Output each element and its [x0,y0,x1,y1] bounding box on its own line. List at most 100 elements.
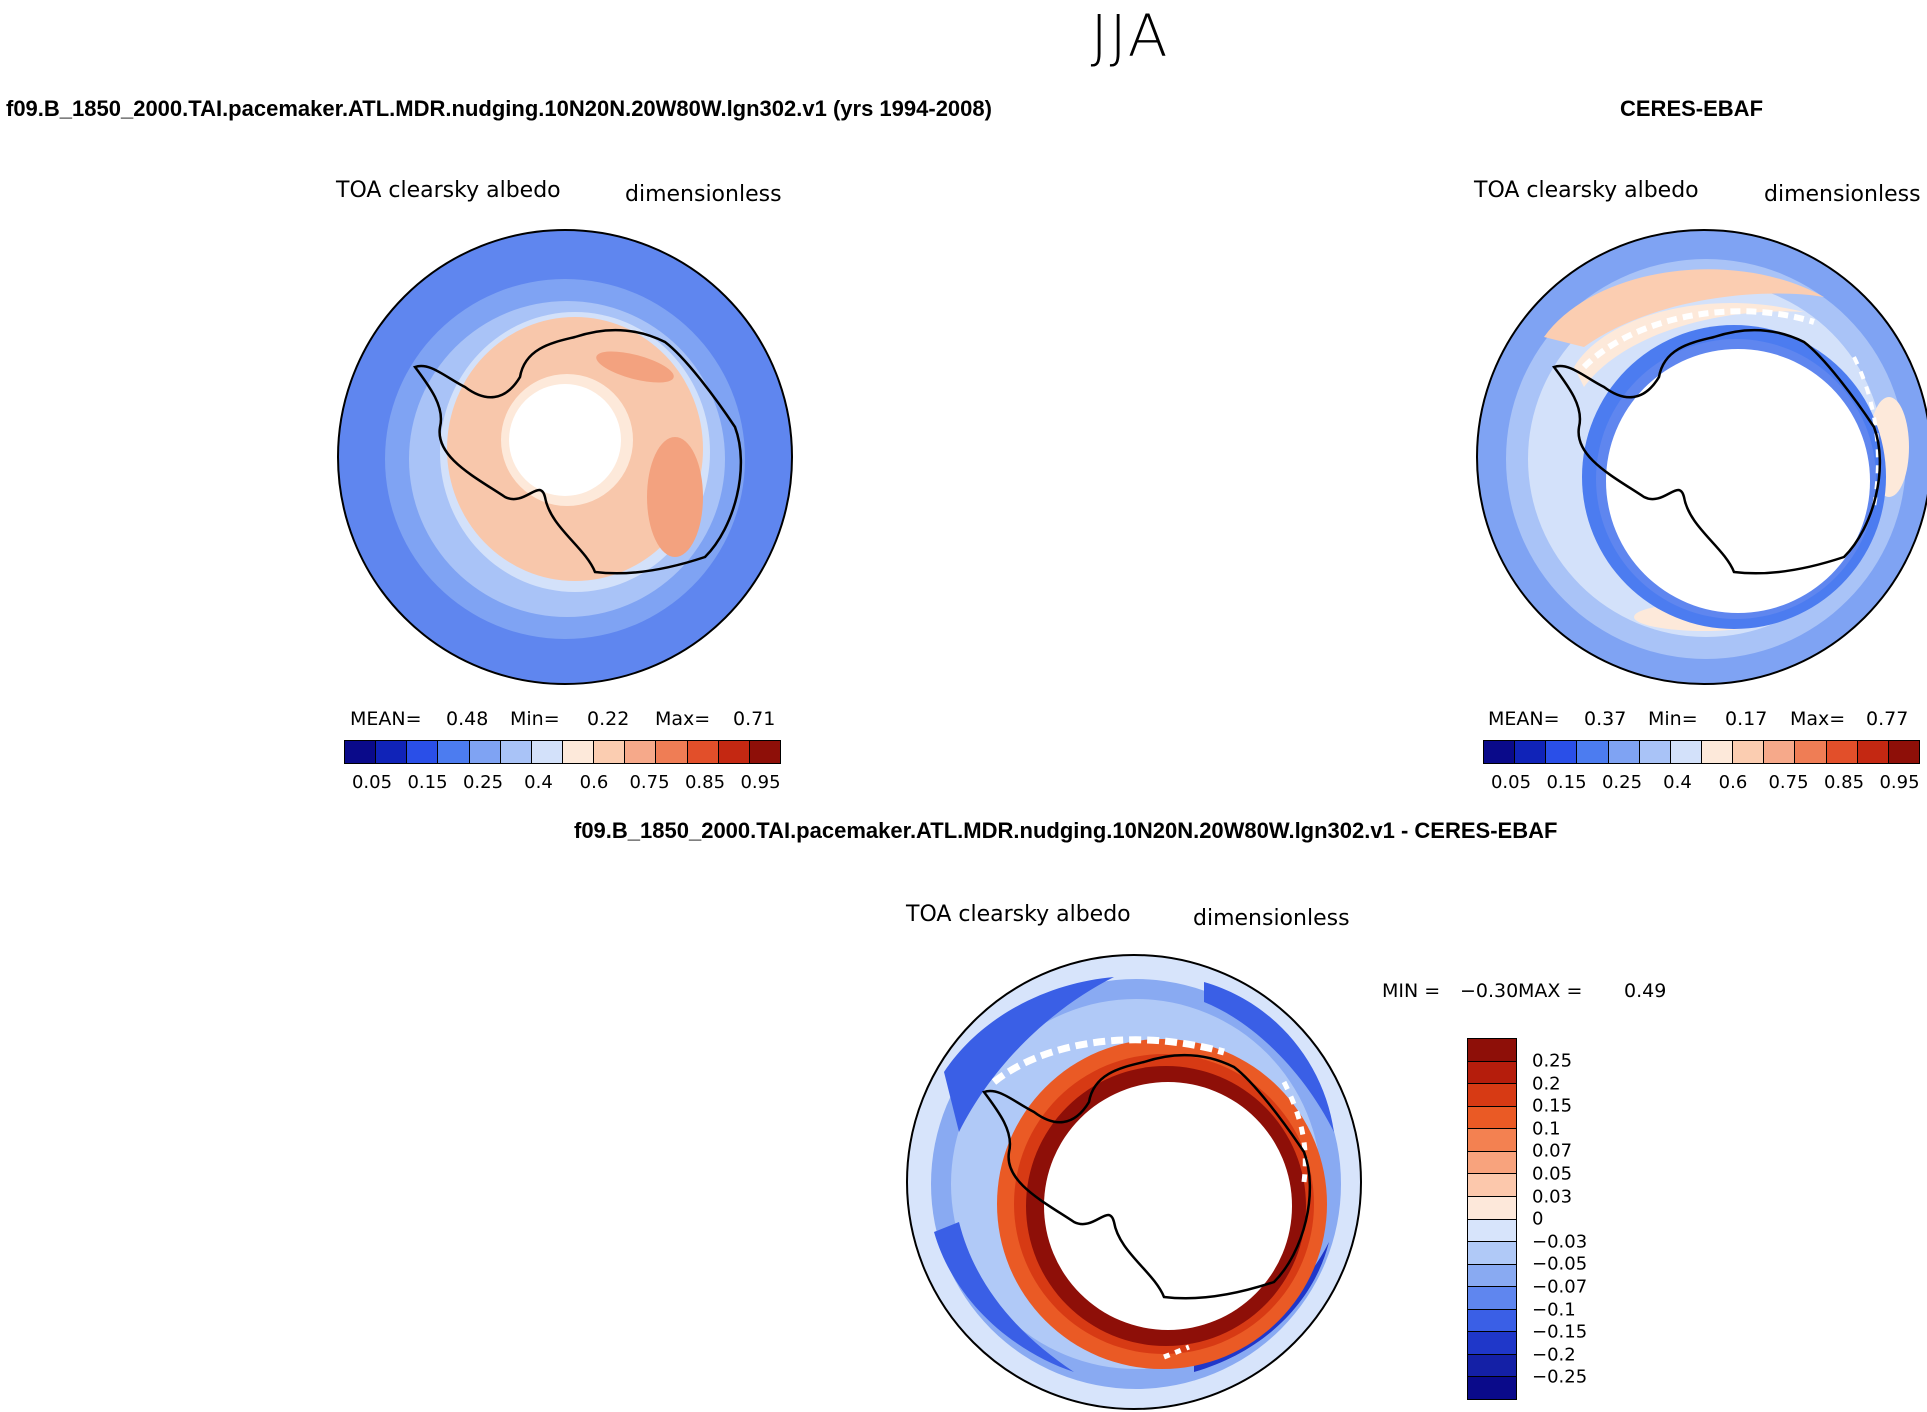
colorbar-swatch [345,741,377,763]
model-units-label: dimensionless [625,182,782,207]
model-variable-label: TOA clearsky albedo [336,178,561,203]
model-colorbar [344,740,781,764]
colorbar-tick-label: −0.03 [1532,1231,1588,1253]
diff-polar-map [906,954,1362,1410]
colorbar-tick-label: 0.95 [740,772,781,793]
colorbar-swatch [687,741,719,763]
colorbar-swatch [749,741,780,763]
model-antarctica-coastline [412,328,743,575]
colorbar-swatch [1733,741,1765,763]
colorbar-tick-label: 0.85 [684,772,726,793]
colorbar-tick-label: 0.75 [629,772,670,793]
colorbar-tick-label: 0.4 [524,772,553,793]
colorbar-tick-label: 0.2 [1532,1073,1561,1095]
colorbar-tick-label: −0.07 [1532,1276,1588,1298]
colorbar-swatch [1468,1084,1516,1107]
diff-antarctica-coastline [981,1053,1312,1300]
colorbar-tick-label: 0.75 [1768,772,1809,793]
colorbar-swatch [1826,741,1858,763]
colorbar-swatch [718,741,750,763]
colorbar-swatch [376,741,408,763]
colorbar-swatch [1468,1151,1516,1175]
colorbar-tick-label: 0.6 [579,772,609,793]
obs-mean-label: MEAN= [1488,708,1560,730]
model-mean-label: MEAN= [350,708,422,730]
colorbar-swatch [594,741,626,763]
colorbar-swatch [1468,1287,1516,1310]
obs-variable-label: TOA clearsky albedo [1474,178,1699,203]
diff-variable-label: TOA clearsky albedo [906,902,1131,927]
colorbar-swatch [1468,1174,1516,1197]
colorbar-swatch [1468,1332,1516,1355]
model-panel-header: f09.B_1850_2000.TAI.pacemaker.ATL.MDR.nu… [6,96,992,121]
colorbar-swatch [1468,1219,1516,1243]
obs-min-label: Min= [1648,708,1698,730]
colorbar-tick-label: 0.85 [1823,772,1865,793]
colorbar-swatch [1468,1242,1516,1265]
colorbar-swatch [1468,1309,1516,1333]
colorbar-swatch [1701,741,1734,763]
colorbar-swatch [1468,1129,1516,1152]
diff-units-label: dimensionless [1193,906,1350,931]
colorbar-swatch [1670,741,1702,763]
colorbar-swatch [407,741,439,763]
colorbar-swatch [500,741,532,763]
obs-mean-value: 0.37 [1584,708,1627,730]
colorbar-swatch [1468,1061,1516,1085]
colorbar-tick-label: 0.05 [1532,1163,1573,1185]
model-min-label: Min= [510,708,560,730]
obs-min-value: 0.17 [1725,708,1768,730]
colorbar-swatch [1639,741,1671,763]
colorbar-swatch [1857,741,1889,763]
colorbar-tick-label: −0.05 [1532,1253,1588,1275]
colorbar-swatch [1795,741,1827,763]
colorbar-swatch [1888,741,1919,763]
obs-polar-hole [1606,349,1870,613]
colorbar-tick-label: 0.05 [351,772,393,793]
diff-colorbar [1467,1038,1517,1400]
diff-max-value: 0.49 [1624,980,1667,1002]
obs-polar-map [1476,229,1927,685]
model-polar-map [337,229,793,685]
colorbar-tick-label: 0.05 [1490,772,1532,793]
colorbar-swatch [1468,1106,1516,1130]
colorbar-swatch [1468,1377,1516,1399]
colorbar-swatch [656,741,688,763]
colorbar-tick-label: 0.25 [1532,1050,1573,1072]
diff-min-label: MIN = [1382,980,1441,1002]
diff-min-value: −0.30 [1460,980,1519,1002]
model-min-value: 0.22 [587,708,630,730]
diff-max-label: MAX = [1518,980,1583,1002]
colorbar-swatch [1515,741,1547,763]
colorbar-swatch [531,741,563,763]
obs-max-value: 0.77 [1866,708,1909,730]
model-max-label: Max= [655,708,711,730]
colorbar-tick-label: 0.1 [1532,1118,1561,1140]
colorbar-tick-label: 0 [1532,1208,1544,1230]
colorbar-swatch [438,741,470,763]
colorbar-tick-label: 0.15 [1532,1095,1573,1117]
model-mean-value: 0.48 [446,708,489,730]
colorbar-tick-label: 0.25 [462,772,504,793]
obs-panel-header: CERES-EBAF [1620,96,1764,121]
colorbar-tick-label: 0.15 [407,772,448,793]
season-title: JJA [1090,2,1170,70]
model-polar-hole [509,384,621,496]
colorbar-tick-label: −0.25 [1532,1366,1588,1388]
colorbar-tick-label: −0.15 [1532,1321,1588,1343]
colorbar-swatch [625,741,657,763]
colorbar-tick-label: −0.1 [1532,1299,1576,1321]
colorbar-swatch [1608,741,1640,763]
colorbar-swatch [1546,741,1578,763]
obs-antarctica-coastline [1551,328,1882,575]
colorbar-tick-label: 0.07 [1532,1140,1573,1162]
obs-units-label: dimensionless [1764,182,1921,207]
colorbar-swatch [1468,1264,1516,1288]
colorbar-tick-label: 0.4 [1663,772,1692,793]
diff-panel-header: f09.B_1850_2000.TAI.pacemaker.ATL.MDR.nu… [574,818,1558,843]
colorbar-swatch [1468,1039,1516,1062]
colorbar-tick-label: 0.15 [1546,772,1587,793]
model-max-value: 0.71 [733,708,776,730]
colorbar-tick-label: 0.6 [1718,772,1748,793]
colorbar-swatch [1484,741,1516,763]
